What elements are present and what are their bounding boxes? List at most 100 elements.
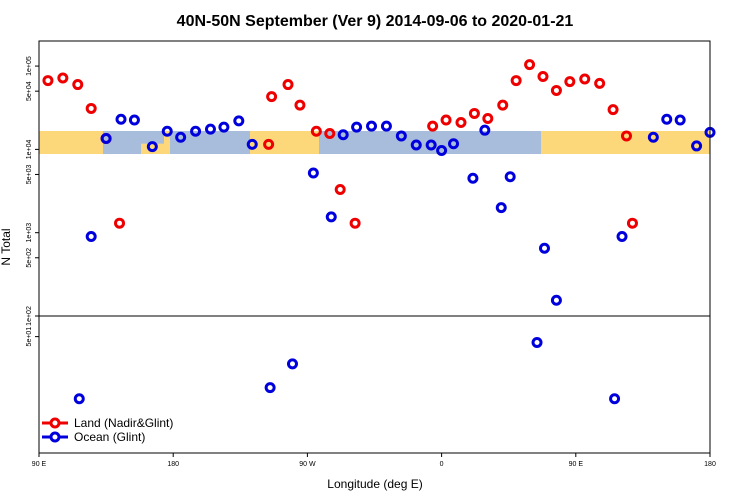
series-0-point-29: [626, 217, 638, 229]
map-land-4: [228, 143, 250, 149]
series-1-point-17: [380, 120, 392, 132]
legend-label-ocean: Ocean (Glint): [74, 430, 145, 444]
series-0-point-12: [334, 183, 346, 195]
series-0-point-8: [282, 79, 294, 91]
series-1-point-9: [218, 121, 230, 133]
y-lower-tick-label-1: 5e+01: [26, 327, 33, 347]
y-upper-tick-label-4: 1e+03: [26, 223, 33, 243]
y-upper-tick-label-3: 5e+03: [26, 165, 33, 185]
series-0-point-11: [324, 128, 336, 140]
series-1-point-14: [337, 129, 349, 141]
series-0-point-3: [85, 102, 97, 114]
legend-marker-land: [49, 417, 61, 429]
series-1-point-5: [161, 125, 173, 137]
series-0-point-1: [57, 72, 69, 84]
series-1-point-8: [204, 123, 216, 135]
x-tick-label-0: 90 E: [32, 461, 47, 468]
series-1-point-13: [325, 211, 337, 223]
map-land-6: [352, 131, 364, 141]
series-0-point-15: [440, 114, 452, 126]
series-0-point-23: [550, 84, 562, 96]
series-0-point-19: [497, 99, 509, 111]
series-1-point-37: [531, 337, 543, 349]
chart-title: 40N-50N September (Ver 9) 2014-09-06 to …: [177, 13, 574, 30]
series-1-point-30: [661, 113, 673, 125]
y-axis-upper: 1e+05 5e+04 1e+04 5e+03 1e+03 5e+02: [26, 56, 39, 268]
series-1-point-16: [366, 120, 378, 132]
series-0-point-14: [427, 120, 439, 132]
series-1-point-12: [307, 167, 319, 179]
series-0-point-24: [564, 76, 576, 88]
series-1-point-39: [609, 393, 621, 405]
series-0-point-27: [607, 104, 619, 116]
series-1-point-7: [190, 125, 202, 137]
y-upper-tick-label-5: 5e+02: [26, 248, 33, 268]
series-0-point-6: [263, 138, 275, 150]
y-lower-tick-label-0: 1e+02: [26, 306, 33, 326]
series-0-point-26: [594, 77, 606, 89]
series-1-point-36: [286, 358, 298, 370]
series-1-point-2: [115, 113, 127, 125]
series-0-point-7: [266, 91, 278, 103]
map-land-2: [116, 131, 164, 144]
series-1-point-10: [233, 115, 245, 127]
series-0: [42, 59, 638, 229]
legend-marker-ocean: [49, 431, 61, 443]
series-1-point-3: [128, 114, 140, 126]
map-land-9: [520, 131, 541, 154]
map-land-5: [319, 131, 413, 154]
series-0-point-5: [114, 217, 126, 229]
series-1-point-34: [73, 393, 85, 405]
x-axis-label: Longitude (deg E): [327, 477, 422, 491]
plot-frame: [38, 40, 711, 454]
x-tick-label-4: 90 E: [569, 461, 584, 468]
series-1-point-29: [647, 131, 659, 143]
x-tick-label-5: 180: [704, 461, 716, 468]
legend: Land (Nadir&Glint) Ocean (Glint): [42, 416, 173, 444]
series-0-point-21: [524, 59, 536, 71]
series-0-point-28: [620, 130, 632, 142]
series-1-point-35: [264, 382, 276, 394]
series-1-point-1: [100, 133, 112, 145]
series-1-point-24: [479, 124, 491, 136]
series-0-point-17: [468, 107, 480, 119]
series-1-point-23: [467, 172, 479, 184]
series-1-point-22: [448, 138, 460, 150]
series-0-point-22: [537, 70, 549, 82]
legend-label-land: Land (Nadir&Glint): [74, 416, 173, 430]
y-axis-label: N Total: [0, 228, 13, 265]
map-land-8: [498, 131, 510, 145]
series-1-point-0: [85, 231, 97, 243]
x-tick-label-3: 0: [440, 461, 444, 468]
series-1-point-28: [616, 231, 628, 243]
map-land-7: [413, 131, 525, 154]
series-1-point-21: [436, 144, 448, 156]
series-0-point-10: [310, 125, 322, 137]
series-0-point-9: [294, 99, 306, 111]
series-0-point-25: [579, 73, 591, 85]
series-1-point-32: [691, 140, 703, 152]
series-1-point-38: [550, 294, 562, 306]
series-1-point-15: [351, 121, 363, 133]
series-1-point-26: [504, 171, 516, 183]
series-1-point-20: [425, 139, 437, 151]
series-0-point-18: [482, 112, 494, 124]
series-1-point-19: [410, 139, 422, 151]
series-1-point-11: [246, 138, 258, 150]
series-1-point-4: [146, 141, 158, 153]
series-1-point-27: [538, 242, 550, 254]
y-upper-tick-label-2: 1e+04: [26, 139, 33, 159]
map-strip: [39, 131, 710, 154]
y-upper-tick-label-0: 1e+05: [26, 56, 33, 76]
x-tick-label-2: 90 W: [299, 461, 316, 468]
series-0-point-2: [72, 79, 84, 91]
series-1: [73, 113, 716, 405]
series-1-point-31: [674, 114, 686, 126]
series-0-point-13: [349, 217, 361, 229]
x-axis: 90 E 180 90 W 0 90 E 180: [32, 453, 716, 468]
y-upper-tick-label-1: 5e+04: [26, 81, 33, 101]
data-points: [42, 59, 716, 405]
x-tick-label-1: 180: [167, 461, 179, 468]
series-0-point-20: [510, 75, 522, 87]
